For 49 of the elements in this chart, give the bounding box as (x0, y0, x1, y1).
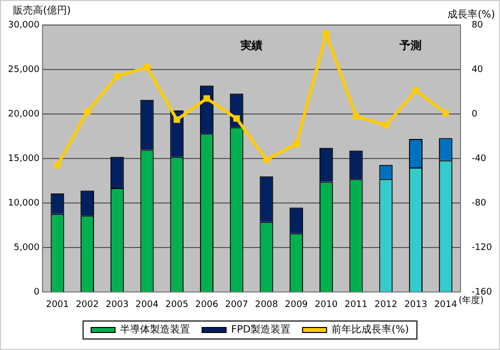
y2-axis-title: 成長率(%) (448, 8, 496, 21)
point (352, 113, 360, 120)
legend-label: FPD製造装置 (231, 324, 291, 336)
x-tick-label: 2008 (255, 300, 278, 310)
y-tick-label: 15,000 (8, 154, 40, 164)
point (382, 122, 390, 128)
y-tick-label: 10,000 (8, 198, 40, 208)
point (412, 87, 420, 94)
point (322, 30, 330, 38)
annotation: 実績 (240, 39, 263, 52)
x-tick-label: 2014 (434, 300, 458, 310)
x-tick-label: 2007 (225, 300, 248, 310)
x-tick-label: 2009 (284, 300, 308, 310)
y2-tick-label: 80 (472, 20, 484, 30)
annotation: 予測 (398, 39, 422, 52)
x-tick-label: 2010 (314, 300, 338, 310)
y2-tick-label: 0 (472, 109, 478, 120)
point (54, 162, 61, 169)
legend-label: 半導体製造装置 (120, 324, 190, 336)
point (203, 95, 210, 102)
y2-tick-label: -40 (472, 154, 487, 164)
point (293, 140, 300, 148)
point (263, 156, 270, 163)
x-tick-label: 2006 (195, 300, 218, 310)
y2-tick-label: -80 (472, 198, 487, 208)
x-tick-label: 2013 (404, 300, 428, 310)
y-tick-label: 5,000 (14, 243, 40, 254)
x-tick-label: 2012 (374, 300, 398, 310)
point (84, 108, 91, 116)
x-tick-label: 2002 (76, 300, 99, 310)
x-tick-label: 2004 (136, 300, 159, 310)
y2-tick-label: -120 (472, 243, 492, 254)
legend-label: 前年比成長率(%) (332, 324, 409, 336)
x-tick-label: 2005 (165, 300, 188, 310)
x-tick-label: 2003 (106, 300, 129, 310)
point (114, 72, 120, 80)
point (442, 110, 449, 116)
y-tick-label: 20,000 (8, 109, 40, 120)
x-tick-label: 2001 (46, 300, 69, 310)
x-tick-label: 2011 (344, 300, 368, 310)
point (233, 115, 240, 122)
y-axis-title: 販売高(億円) (13, 4, 71, 17)
y-tick-label: 25,000 (8, 64, 40, 75)
y2-tick-label: 40 (472, 64, 484, 75)
x-axis-title: (年度) (458, 295, 484, 306)
y-tick-label: 0 (34, 288, 40, 298)
y-tick-label: 30,000 (8, 20, 40, 30)
point (144, 64, 150, 71)
point (174, 116, 180, 123)
